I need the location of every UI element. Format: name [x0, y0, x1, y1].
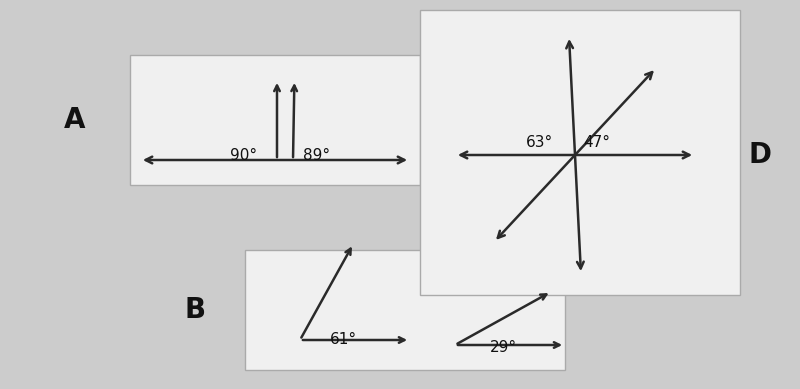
Text: A: A	[64, 106, 86, 134]
Text: 63°: 63°	[526, 135, 553, 150]
Text: D: D	[749, 141, 771, 169]
Text: 90°: 90°	[230, 148, 257, 163]
Text: 29°: 29°	[490, 340, 517, 355]
Bar	[245, 250, 565, 370]
Text: B: B	[185, 296, 206, 324]
Bar	[130, 55, 420, 185]
Text: 47°: 47°	[583, 135, 610, 150]
Bar	[420, 10, 740, 295]
Text: 89°: 89°	[303, 148, 330, 163]
Text: 61°: 61°	[330, 332, 357, 347]
